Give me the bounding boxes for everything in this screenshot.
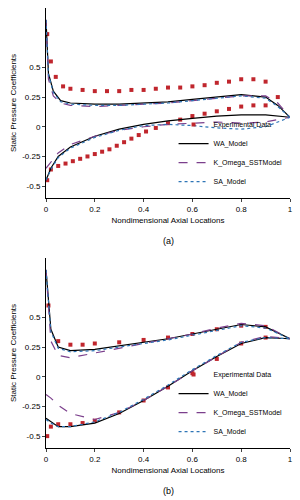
svg-text:WA_Model: WA_Model	[214, 390, 248, 398]
svg-text:1: 1	[288, 205, 293, 214]
svg-text:WA_Model: WA_Model	[214, 140, 248, 148]
svg-text:Nondimensional Axial Locations: Nondimensional Axial Locations	[112, 216, 225, 225]
svg-text:0.25: 0.25	[25, 93, 41, 102]
svg-text:-0.5: -0.5	[27, 432, 41, 441]
svg-text:-0.5: -0.5	[27, 182, 41, 191]
svg-text:0.25: 0.25	[25, 343, 41, 352]
svg-text:0.4: 0.4	[138, 205, 150, 214]
svg-text:0.8: 0.8	[236, 205, 248, 214]
svg-text:SA_Model: SA_Model	[214, 428, 247, 436]
svg-text:1: 1	[288, 455, 293, 464]
svg-text:0: 0	[36, 373, 41, 382]
svg-text:0.5: 0.5	[29, 313, 41, 322]
svg-text:0.2: 0.2	[89, 205, 101, 214]
svg-text:(b): (b)	[163, 486, 174, 496]
svg-text:(a): (a)	[163, 236, 174, 246]
svg-text:Static Pressure Coefficients: Static Pressure Coefficients	[9, 54, 18, 152]
svg-text:0.6: 0.6	[187, 455, 199, 464]
svg-text:Experimental Data: Experimental Data	[214, 371, 272, 379]
svg-text:0.8: 0.8	[236, 455, 248, 464]
svg-text:0.6: 0.6	[187, 205, 199, 214]
svg-text:Nondimensional Axial Locations: Nondimensional Axial Locations	[112, 466, 225, 475]
svg-text:-0.25: -0.25	[22, 402, 41, 411]
svg-text:0: 0	[44, 455, 49, 464]
svg-text:0: 0	[44, 205, 49, 214]
svg-text:SA_Model: SA_Model	[214, 178, 247, 186]
svg-text:K_Omega_SSTModel: K_Omega_SSTModel	[214, 159, 283, 167]
svg-text:Static Pressure Coefficients: Static Pressure Coefficients	[9, 304, 18, 402]
svg-text:0.4: 0.4	[138, 455, 150, 464]
svg-text:Experimental Data: Experimental Data	[214, 121, 272, 129]
svg-text:-0.25: -0.25	[22, 152, 41, 161]
svg-text:K_Omega_SSTModel: K_Omega_SSTModel	[214, 409, 283, 417]
svg-text:0.2: 0.2	[89, 455, 101, 464]
svg-text:0.5: 0.5	[29, 63, 41, 72]
svg-text:0: 0	[36, 123, 41, 132]
